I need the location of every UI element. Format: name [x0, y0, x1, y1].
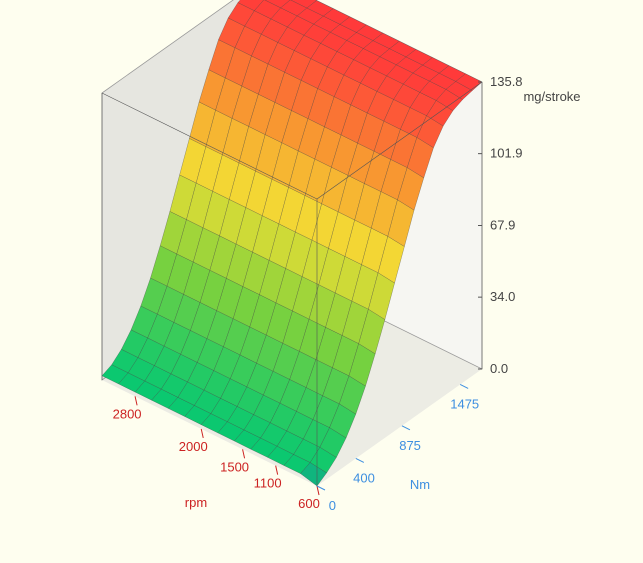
- x-tick-label: 600: [298, 496, 320, 511]
- x-tick-mark: [316, 485, 320, 496]
- x-tick-label: 2800: [113, 406, 142, 421]
- z-tick-label: 0.0: [490, 361, 508, 376]
- x-tick-label: 1100: [254, 476, 282, 491]
- y-tick-mark: [316, 485, 326, 491]
- y-tick-mark: [401, 425, 411, 431]
- x-tick-mark: [242, 449, 246, 459]
- z-tick-label: 135.8: [490, 74, 523, 89]
- y-tick-label: 1475: [450, 396, 479, 411]
- z-axis-label: mg/stroke: [523, 89, 580, 104]
- y-axis-label: Nm: [410, 477, 430, 492]
- axis-ticks: 600 1100 1500 2000 2800 0 400 875 1475 0.0 34.0 67.…: [113, 74, 523, 513]
- box-edge: [316, 81, 483, 200]
- z-tick-label: 101.9: [490, 146, 523, 161]
- y-tick-mark: [459, 384, 469, 389]
- x-tick-label: 2000: [179, 439, 208, 454]
- plot-box-front-edges: [101, 81, 483, 486]
- x-tick-mark: [200, 428, 204, 439]
- x-axis-label: rpm: [185, 495, 207, 510]
- x-tick-mark: [275, 465, 279, 475]
- surface-mesh: [101, 0, 483, 487]
- y-tick-mark: [355, 458, 365, 463]
- box-edge: [101, 92, 318, 200]
- y-tick-label: 400: [353, 470, 375, 485]
- y-tick-label: 875: [399, 438, 421, 453]
- x-tick-mark: [134, 396, 138, 406]
- z-tick-label: 67.9: [490, 218, 515, 233]
- z-tick-label: 34.0: [490, 289, 515, 304]
- x-tick-label: 1500: [220, 459, 249, 474]
- y-tick-label: 0: [329, 498, 336, 513]
